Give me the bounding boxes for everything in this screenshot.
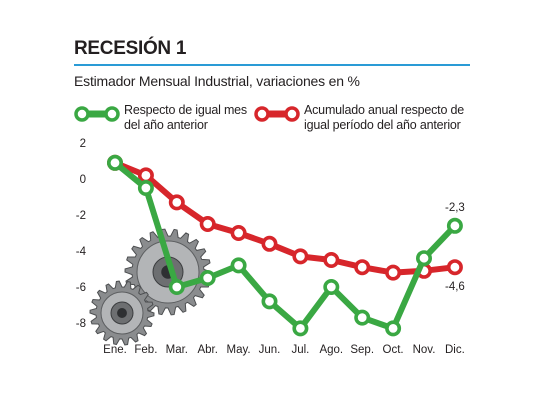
page-title: RECESIÓN 1 — [74, 38, 187, 59]
legend-red-line1: Acumulado anual respecto de — [304, 103, 464, 117]
series-line — [112, 159, 458, 332]
data-point — [199, 216, 216, 233]
x-tick-label: Feb. — [134, 344, 157, 356]
x-tick-label: Ene. — [103, 344, 127, 356]
data-point — [292, 320, 309, 337]
y-tick-label: 2 — [80, 138, 86, 150]
x-tick-label: Nov. — [413, 344, 436, 356]
x-tick-label: Sep. — [350, 344, 374, 356]
legend-green-line2: del año anterior — [124, 118, 208, 132]
x-tick-label: Dic. — [445, 344, 465, 356]
legend-marker-red — [254, 106, 300, 122]
data-point — [107, 154, 124, 171]
x-tick-label: May. — [227, 344, 251, 356]
data-point — [292, 248, 309, 265]
y-tick-label: -2 — [76, 210, 86, 222]
data-point — [446, 259, 463, 276]
legend-marker-green — [74, 106, 120, 122]
data-point — [354, 309, 371, 326]
legend-red-line2: igual período del año anterior — [304, 118, 461, 132]
data-point — [385, 264, 402, 281]
title-divider — [74, 64, 470, 66]
data-point — [230, 225, 247, 242]
data-point — [168, 194, 185, 211]
data-point — [385, 320, 402, 337]
x-tick-label: Abr. — [197, 344, 217, 356]
data-labels: -2,3 -4,6 — [445, 202, 465, 293]
data-point — [323, 252, 340, 269]
series-green — [107, 154, 463, 337]
data-label: -2,3 — [445, 202, 465, 214]
y-tick-label: -8 — [76, 318, 86, 330]
y-tick-label: 0 — [80, 174, 86, 186]
chart-subtitle: Estimador Mensual Industrial, variacione… — [74, 73, 360, 89]
small-gear-icon — [89, 280, 155, 346]
x-tick-label: Oct. — [383, 344, 404, 356]
data-point — [199, 269, 216, 286]
axis-labels: 2 0 -2 -4 -6 -8 Ene. Feb. Mar. Abr. May. Jun. Jul. Ag… — [76, 138, 465, 356]
data-point — [415, 250, 432, 267]
data-point — [323, 278, 340, 295]
data-point — [354, 259, 371, 276]
data-point — [261, 293, 278, 310]
data-label: -4,6 — [445, 281, 465, 293]
y-tick-label: -4 — [76, 246, 87, 258]
data-point — [230, 257, 247, 274]
x-tick-label: Jun. — [259, 344, 281, 356]
x-tick-label: Ago. — [319, 344, 343, 356]
data-point — [137, 167, 154, 184]
gears-illustration — [89, 228, 212, 346]
data-point — [168, 278, 185, 295]
legend-green-line1: Respecto de igual mes — [124, 103, 247, 117]
y-tick-label: -6 — [76, 282, 86, 294]
legend-label-red: Acumulado anual respecto de igual períod… — [304, 103, 464, 133]
x-tick-label: Mar. — [166, 344, 188, 356]
legend-label-green: Respecto de igual mes del año anterior — [124, 103, 247, 133]
data-point — [137, 180, 154, 197]
x-tick-label: Jul. — [291, 344, 309, 356]
data-point — [261, 235, 278, 252]
data-point — [446, 217, 463, 234]
